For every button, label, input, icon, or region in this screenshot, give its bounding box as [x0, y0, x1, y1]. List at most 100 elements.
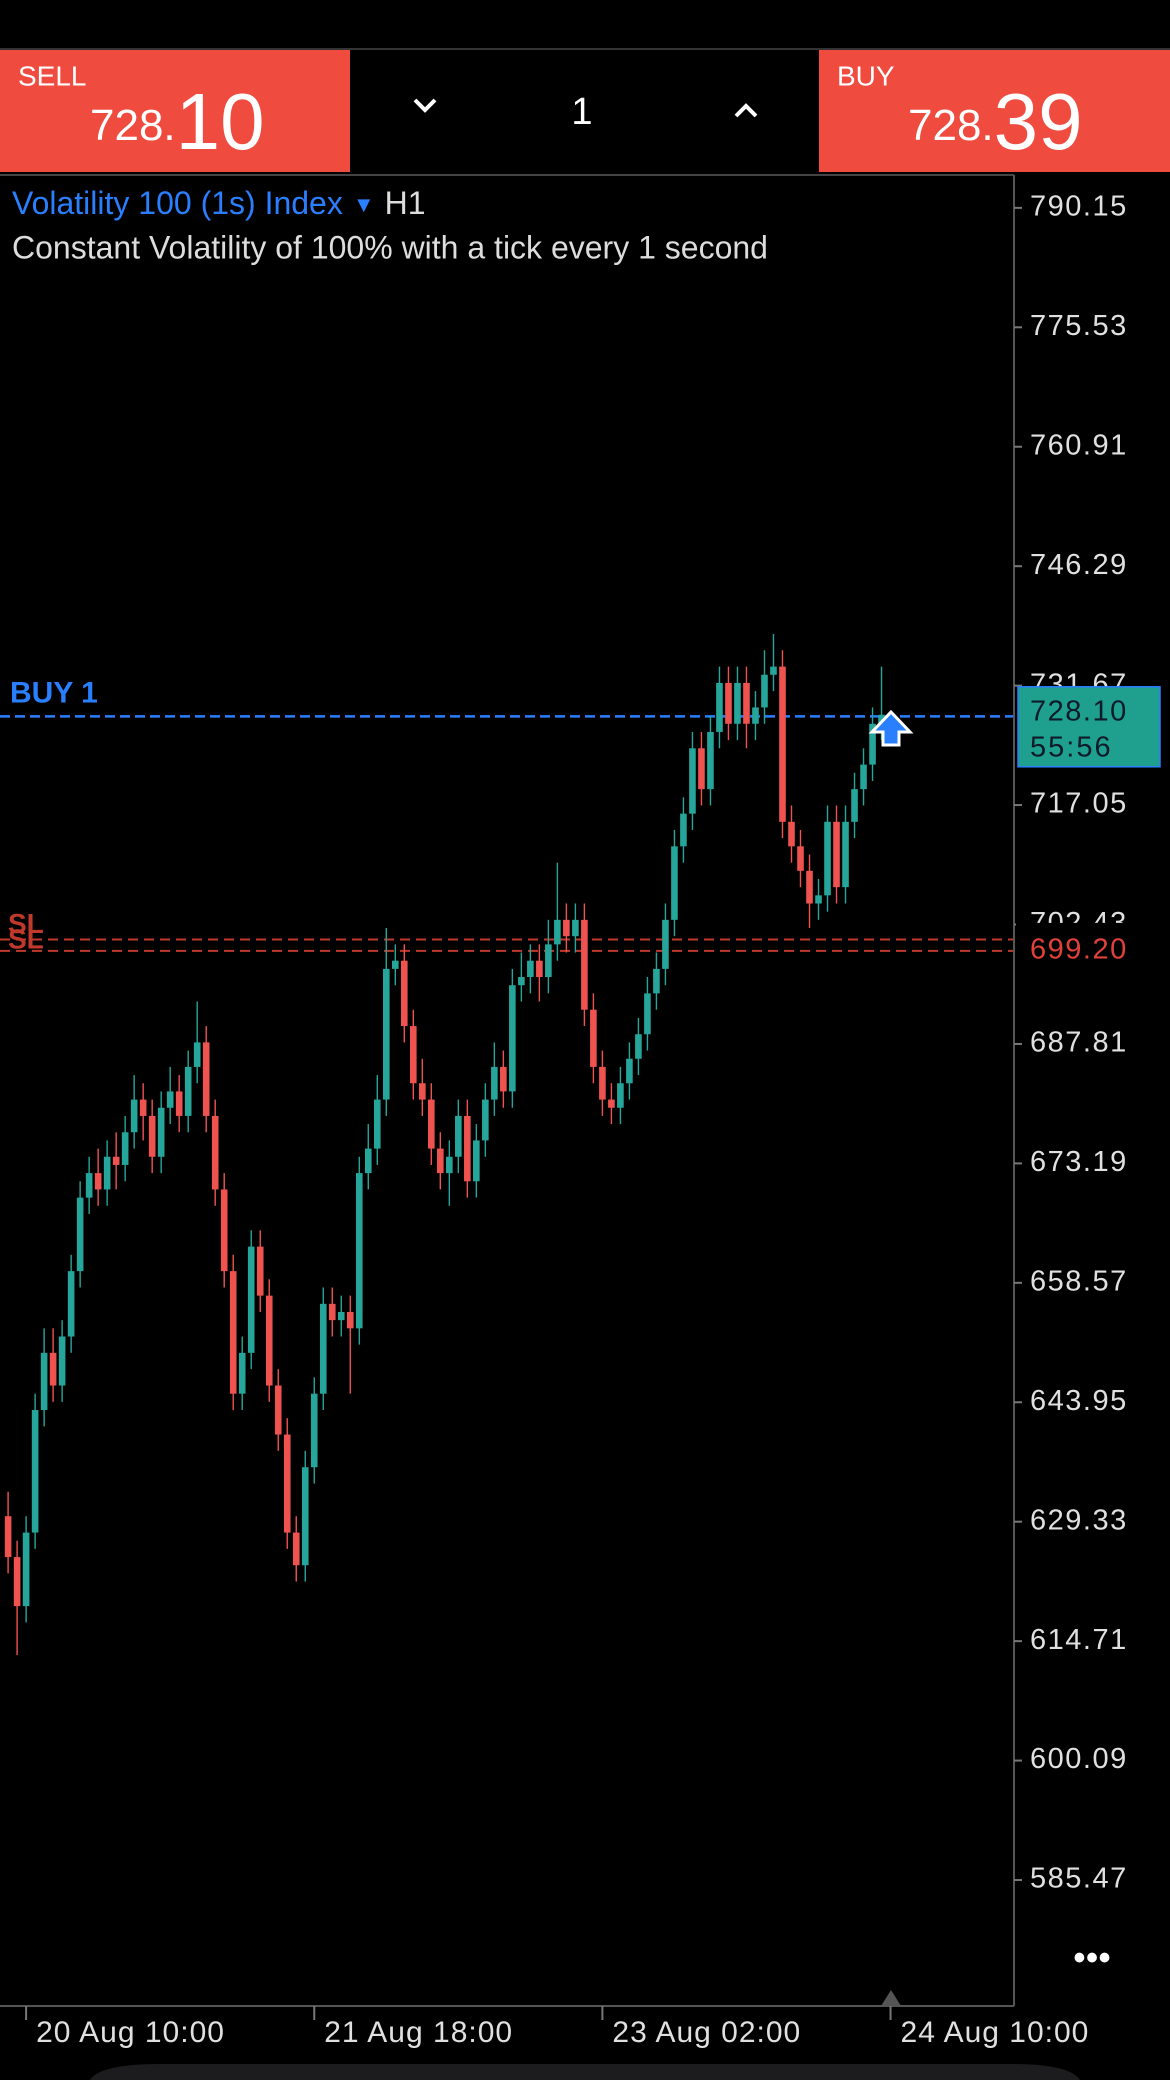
- candle-body: [391, 960, 399, 969]
- candle-body: [428, 1099, 435, 1149]
- stop-loss-price-bg: [1016, 922, 1170, 973]
- candle-body: [419, 1083, 426, 1100]
- candle-body: [725, 682, 732, 724]
- candle-body: [94, 1173, 102, 1190]
- stop-loss-label: SL: [8, 908, 44, 939]
- candle-body: [617, 1083, 624, 1108]
- buy-button[interactable]: [819, 50, 1170, 172]
- y-tick-label: 687.81: [1030, 1027, 1128, 1059]
- candle-body: [238, 1352, 246, 1394]
- y-tick-label: 775.53: [1030, 310, 1128, 342]
- candle-body: [734, 682, 741, 724]
- symbol-name[interactable]: Volatility 100 (1s) Index: [12, 185, 343, 221]
- candle-body: [265, 1295, 273, 1386]
- candle-body: [743, 682, 750, 724]
- timeframe[interactable]: H1: [385, 185, 426, 221]
- candle-body: [184, 1066, 192, 1116]
- candle-body: [4, 1516, 12, 1558]
- plot: 790.15775.53760.91746.29731.67717.05702.…: [0, 191, 1170, 2049]
- candle-body: [166, 1091, 174, 1108]
- candle-body: [274, 1385, 282, 1435]
- candle-body: [382, 968, 390, 1100]
- candle-body: [869, 723, 876, 765]
- candle-body: [833, 821, 840, 888]
- candle-body: [464, 1115, 471, 1182]
- y-tick-label: 643.95: [1030, 1385, 1128, 1417]
- candle-body: [653, 968, 660, 994]
- candle-body: [608, 1099, 615, 1108]
- candle-body: [220, 1189, 228, 1272]
- candle-body: [698, 748, 705, 790]
- candle-body: [337, 1311, 345, 1321]
- x-tick-label: 23 Aug 02:00: [612, 2016, 801, 2049]
- y-tick-label: 629.33: [1030, 1504, 1128, 1536]
- current-price: 728.10: [1030, 695, 1128, 727]
- candle-body: [626, 1058, 633, 1084]
- sell-button[interactable]: [0, 50, 350, 172]
- stop-loss-label: SL: [8, 923, 44, 954]
- candle-body: [635, 1034, 642, 1059]
- candle-body: [130, 1099, 138, 1133]
- candle-body: [788, 821, 795, 847]
- candle-body: [860, 764, 867, 790]
- candle-body: [103, 1156, 111, 1190]
- candle-body: [851, 789, 858, 822]
- candle-body: [599, 1066, 606, 1100]
- candle-body: [76, 1197, 84, 1272]
- candle-body: [175, 1091, 183, 1116]
- candle-body: [518, 977, 525, 986]
- bottom-sheet-edge: [90, 2064, 1080, 2080]
- y-tick-label: 585.47: [1030, 1863, 1128, 1895]
- candle-body: [671, 846, 678, 920]
- buy-price-small: 728.: [908, 101, 994, 150]
- candle-body: [590, 1009, 597, 1067]
- buy-label: BUY: [837, 60, 895, 91]
- y-tick-label: 717.05: [1030, 788, 1128, 820]
- candle-body: [716, 682, 723, 732]
- candle-body: [689, 748, 696, 814]
- candle-body: [707, 731, 714, 790]
- x-tick-label: 21 Aug 18:00: [324, 2016, 513, 2049]
- lot-increase[interactable]: [734, 103, 758, 118]
- candle-body: [797, 846, 804, 871]
- symbol-dropdown[interactable]: ▼: [353, 192, 375, 217]
- candle-body: [554, 919, 561, 945]
- y-tick-label: 600.09: [1030, 1743, 1128, 1775]
- candle-body: [581, 919, 588, 1010]
- x-tick-label: 24 Aug 10:00: [901, 2016, 1090, 2049]
- candle-body: [319, 1303, 327, 1394]
- more-menu[interactable]: •••: [1073, 1937, 1111, 1978]
- candle-body: [761, 674, 768, 708]
- candle-body: [202, 1042, 210, 1116]
- y-tick-label: 760.91: [1030, 429, 1128, 461]
- candle-body: [437, 1148, 444, 1174]
- candle-body: [527, 960, 534, 978]
- candle-body: [680, 813, 687, 847]
- candle-body: [67, 1271, 75, 1337]
- candle-body: [58, 1336, 66, 1386]
- candle-timer: 55:56: [1030, 731, 1113, 763]
- candle-body: [491, 1066, 498, 1100]
- y-tick-label: 614.71: [1030, 1624, 1128, 1656]
- candle-body: [301, 1467, 309, 1566]
- sell-price-small: 728.: [90, 101, 176, 150]
- candle-body: [536, 960, 543, 978]
- candle-body: [400, 960, 408, 1027]
- lot-decrease[interactable]: [413, 98, 437, 113]
- candle-body: [292, 1532, 300, 1566]
- chart-heading: Volatility 100 (1s) Index ▼ H1: [12, 185, 426, 221]
- stop-loss-price: 699.20: [1030, 934, 1128, 966]
- candle-body: [842, 821, 849, 888]
- candle-body: [500, 1066, 507, 1092]
- lot-size[interactable]: 1: [571, 91, 592, 133]
- time-shift-marker[interactable]: [881, 1990, 901, 2006]
- candle-body: [563, 919, 570, 937]
- candle-body: [770, 666, 777, 675]
- candle-body: [346, 1311, 354, 1329]
- candle-body: [49, 1352, 57, 1386]
- candle-body: [446, 1156, 453, 1174]
- y-tick-label: 673.19: [1030, 1146, 1128, 1178]
- x-tick-label: 20 Aug 10:00: [36, 2016, 225, 2049]
